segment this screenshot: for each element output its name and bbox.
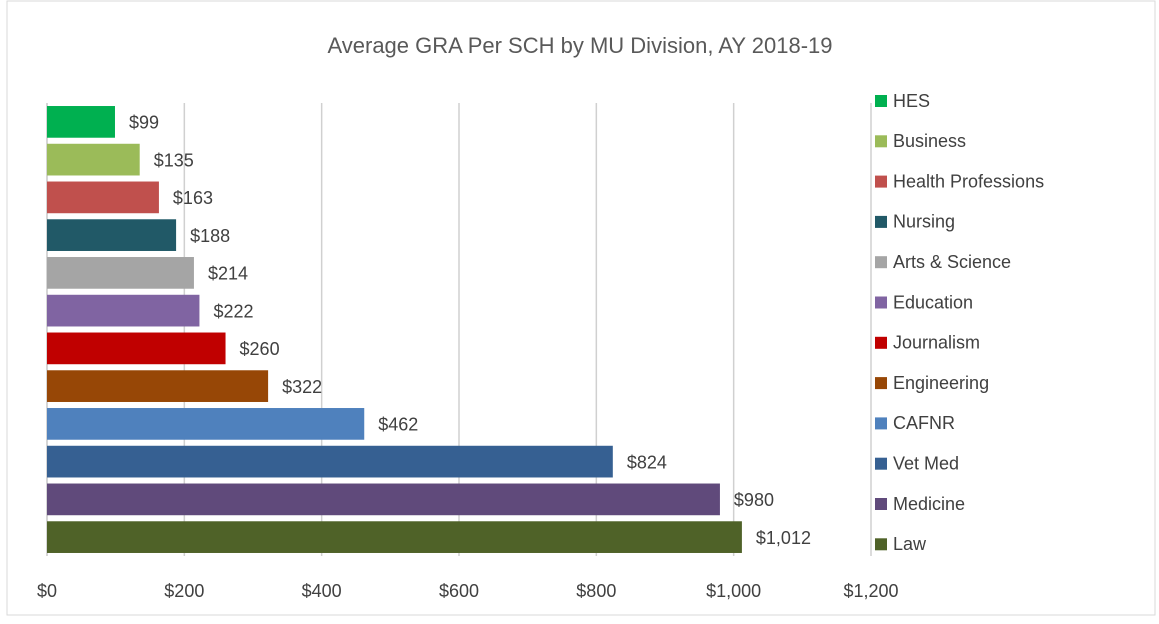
bar (47, 408, 365, 440)
bar (47, 370, 269, 402)
legend-swatch (875, 135, 887, 148)
data-label: $163 (173, 188, 213, 208)
bar (47, 257, 194, 289)
data-label: $462 (378, 415, 418, 435)
data-label: $260 (240, 339, 280, 359)
data-label: $322 (282, 377, 322, 397)
x-tick-label: $1,000 (706, 581, 761, 601)
legend-swatch (875, 457, 887, 470)
legend-swatch (875, 95, 887, 107)
legend-swatch (875, 256, 887, 269)
data-label: $1,012 (756, 528, 811, 548)
data-label: $99 (129, 113, 159, 133)
legend-swatch (875, 538, 887, 551)
bar (47, 521, 742, 553)
bar (47, 332, 226, 365)
legend-swatch (875, 215, 887, 228)
legend-swatch (875, 498, 887, 510)
bar (47, 181, 159, 214)
x-tick-label: $400 (302, 581, 342, 601)
legend-label: Vet Med (893, 453, 959, 473)
legend-swatch (875, 296, 887, 309)
legend-swatch (875, 417, 887, 430)
legend-label: Law (893, 534, 927, 554)
data-label: $135 (154, 150, 194, 170)
legend-label: Nursing (893, 212, 955, 232)
legend-label: Education (893, 292, 973, 312)
data-label: $980 (734, 490, 774, 510)
bar (47, 294, 200, 327)
legend-label: CAFNR (893, 413, 955, 433)
data-label: $222 (213, 301, 253, 321)
legend-label: Business (893, 131, 966, 151)
legend-label: Medicine (893, 494, 965, 514)
bar (47, 445, 613, 478)
legend-label: Arts & Science (893, 252, 1011, 272)
bar (47, 219, 177, 251)
legend-swatch (875, 336, 887, 349)
bar (47, 143, 140, 176)
data-label: $214 (208, 264, 248, 284)
legend-swatch (875, 175, 887, 188)
x-tick-label: $800 (576, 581, 616, 601)
bar (47, 483, 720, 516)
x-tick-label: $600 (439, 581, 479, 601)
data-label: $824 (627, 452, 667, 472)
legend-label: Journalism (893, 333, 980, 353)
data-label: $188 (190, 226, 230, 246)
bar (47, 106, 115, 138)
chart-title: Average GRA Per SCH by MU Division, AY 2… (327, 33, 832, 58)
x-tick-label: $200 (164, 581, 204, 601)
legend-label: Health Professions (893, 171, 1044, 191)
legend-swatch (875, 377, 887, 390)
legend-label: Engineering (893, 373, 989, 393)
legend-label: HES (893, 91, 930, 111)
x-tick-label: $0 (37, 581, 57, 601)
x-tick-label: $1,200 (843, 581, 898, 601)
